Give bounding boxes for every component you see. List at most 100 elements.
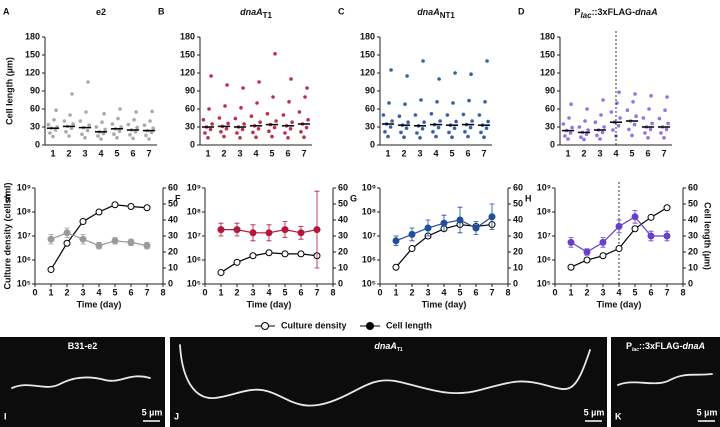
panel-letter: G bbox=[350, 193, 357, 203]
legend-label: Cell length bbox=[386, 320, 432, 330]
y2-tick-label: 50 bbox=[688, 198, 698, 208]
y-tick-label: 150 bbox=[180, 49, 195, 59]
x-tick-label: 5 bbox=[112, 287, 117, 297]
dot bbox=[289, 77, 293, 81]
dot bbox=[80, 132, 84, 136]
dot bbox=[582, 137, 586, 142]
x-tick-label: 1 bbox=[48, 287, 53, 297]
dot bbox=[147, 137, 151, 141]
y-tick-label: 10⁷ bbox=[537, 230, 551, 240]
y2-tick-label: 30 bbox=[338, 230, 348, 240]
x-tick-label: 4 bbox=[96, 287, 101, 297]
y-tick-label: 10⁵ bbox=[187, 278, 201, 288]
dot bbox=[86, 80, 90, 84]
dot bbox=[69, 126, 74, 130]
x-tick-label: 5 bbox=[269, 148, 274, 158]
point bbox=[599, 238, 607, 246]
dot bbox=[405, 74, 409, 78]
dot bbox=[403, 102, 407, 106]
y-tick-label: 90 bbox=[30, 85, 40, 95]
dot bbox=[420, 127, 425, 131]
dot bbox=[584, 132, 589, 136]
dot bbox=[96, 134, 100, 138]
dot bbox=[148, 119, 152, 123]
dot bbox=[568, 131, 573, 135]
dot bbox=[593, 120, 598, 124]
point bbox=[647, 213, 655, 221]
dot bbox=[133, 130, 138, 134]
x-tick-label: 4 bbox=[441, 287, 446, 297]
x-tick-label: 5 bbox=[457, 287, 462, 297]
dot bbox=[630, 133, 634, 138]
point bbox=[111, 237, 119, 245]
y-tick-label: 120 bbox=[360, 67, 375, 77]
panel-title: e2 bbox=[96, 7, 106, 17]
x-tick-label: 5 bbox=[629, 148, 634, 158]
x-tick-label: 7 bbox=[661, 148, 666, 158]
y2-tick-label: 0 bbox=[688, 278, 693, 288]
y-tick-label: 120 bbox=[180, 67, 195, 77]
x-tick-label: 1 bbox=[218, 287, 223, 297]
y-tick-label: 90 bbox=[545, 85, 555, 95]
y-tick-label: 10⁹ bbox=[17, 182, 31, 192]
point bbox=[408, 245, 416, 253]
point bbox=[440, 219, 448, 227]
dot bbox=[274, 119, 278, 123]
dot bbox=[566, 137, 570, 141]
dot bbox=[270, 134, 274, 139]
y-tick-label: 120 bbox=[25, 67, 40, 77]
dot bbox=[144, 133, 148, 138]
y2-tick-label: 60 bbox=[688, 182, 698, 192]
y2-tick-label: 10 bbox=[688, 262, 698, 272]
dot bbox=[648, 127, 653, 132]
y-tick-label: 90 bbox=[185, 85, 195, 95]
x-tick-label: 3 bbox=[82, 148, 87, 158]
y-tick-label: 10⁶ bbox=[17, 254, 31, 264]
x-tick-label: 1 bbox=[565, 148, 570, 158]
dot bbox=[601, 98, 605, 102]
dot bbox=[646, 136, 650, 140]
y2-tick-label: 20 bbox=[168, 246, 178, 256]
point bbox=[281, 226, 289, 234]
dot bbox=[287, 100, 291, 104]
dot bbox=[402, 135, 406, 139]
dot bbox=[302, 135, 306, 139]
y2-tick-label: 40 bbox=[513, 214, 523, 224]
dot bbox=[286, 136, 290, 140]
dot bbox=[102, 112, 106, 116]
y-tick-label: 0 bbox=[370, 139, 375, 149]
dot bbox=[422, 120, 426, 124]
dot bbox=[281, 113, 286, 117]
x-axis-label: Time (day) bbox=[597, 299, 642, 309]
dot bbox=[249, 114, 254, 118]
dot bbox=[83, 136, 87, 140]
dot bbox=[616, 124, 621, 128]
panel-letter: D bbox=[518, 6, 525, 16]
dot bbox=[110, 122, 115, 126]
text-segment: T1 bbox=[397, 347, 403, 353]
dot bbox=[223, 104, 227, 108]
point bbox=[63, 239, 71, 247]
dot bbox=[397, 114, 402, 118]
x-tick-label: 3 bbox=[600, 287, 605, 297]
x-tick-label: 0 bbox=[202, 287, 207, 297]
dot bbox=[431, 130, 435, 134]
dot bbox=[299, 130, 303, 134]
dot bbox=[381, 113, 386, 117]
x-tick-label: 3 bbox=[237, 148, 242, 158]
y-tick-label: 30 bbox=[30, 121, 40, 131]
x-tick-label: 7 bbox=[481, 148, 486, 158]
y2-tick-label: 10 bbox=[513, 262, 523, 272]
point bbox=[313, 226, 321, 234]
dot bbox=[486, 119, 490, 124]
dot bbox=[48, 131, 52, 135]
y2-tick-label: 50 bbox=[338, 198, 348, 208]
text-segment: dnaA bbox=[240, 7, 263, 17]
y2-tick-label: 20 bbox=[338, 246, 348, 256]
y2-tick-label: 40 bbox=[168, 214, 178, 224]
dot bbox=[100, 120, 104, 124]
dot bbox=[445, 113, 450, 117]
dot bbox=[436, 125, 441, 130]
y-axis-label: Cell length (µm) bbox=[4, 57, 14, 125]
dot bbox=[618, 116, 622, 120]
